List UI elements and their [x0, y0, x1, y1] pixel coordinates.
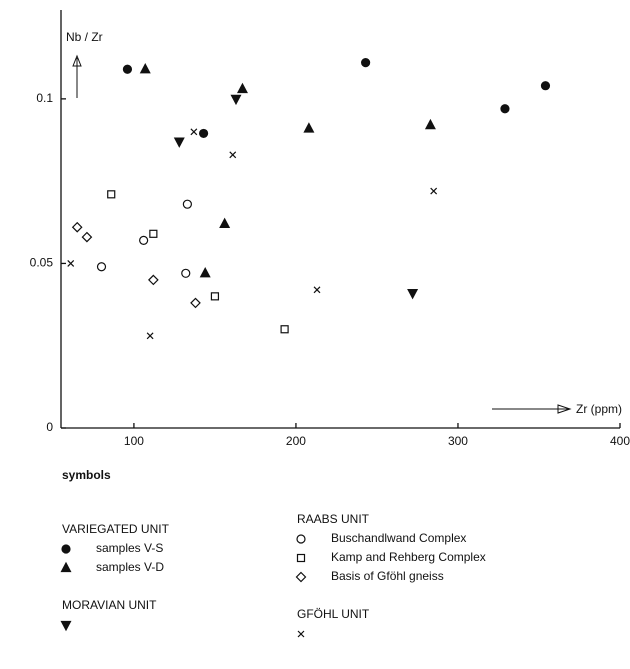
point	[190, 297, 201, 309]
legend-group-title: VARIEGATED UNIT	[62, 522, 170, 536]
point	[190, 128, 198, 136]
point	[540, 81, 551, 91]
legend-group-title: GFÖHL UNIT	[297, 607, 370, 621]
point	[407, 288, 419, 300]
x-tick-label: 300	[448, 434, 468, 448]
point	[149, 229, 158, 238]
x-tick-label: 200	[286, 434, 306, 448]
legend-label: Kamp and Rehberg Complex	[331, 550, 486, 564]
point	[210, 292, 220, 301]
legend-marker	[297, 630, 305, 638]
point	[107, 190, 116, 199]
legend-label: Buschandlwand Complex	[331, 531, 466, 545]
point	[230, 94, 242, 106]
legend-label: samples V-S	[96, 541, 163, 555]
point	[181, 268, 191, 278]
y-tick-label: 0.1	[36, 91, 53, 105]
y-arrow	[72, 54, 82, 98]
x-tick-label: 400	[610, 434, 630, 448]
point	[146, 332, 154, 340]
legend-group-title: MORAVIAN UNIT	[62, 598, 157, 612]
point	[313, 286, 321, 294]
legend-label: samples V-D	[96, 560, 164, 574]
x-axis-label: Zr (ppm)	[576, 402, 622, 416]
point	[361, 58, 371, 68]
x-arrow	[492, 404, 572, 414]
legend-marker	[61, 544, 71, 554]
point	[148, 274, 159, 286]
point	[199, 267, 211, 278]
point	[139, 235, 149, 245]
legend-marker	[60, 561, 72, 573]
legend-marker	[60, 620, 72, 632]
x-tick-label: 100	[124, 434, 144, 448]
y-tick-label: 0.05	[30, 256, 54, 270]
point	[96, 262, 107, 272]
point	[229, 151, 237, 159]
y-axis-label: Nb / Zr	[66, 30, 103, 44]
legend-label: Basis of Gföhl gneiss	[331, 569, 444, 583]
point	[173, 137, 185, 148]
point	[198, 128, 209, 139]
legend-marker	[296, 534, 306, 544]
point	[182, 199, 192, 209]
point	[71, 221, 83, 233]
point	[139, 62, 151, 74]
point	[236, 82, 248, 94]
point	[430, 187, 438, 195]
point	[303, 122, 315, 133]
point	[500, 104, 510, 114]
legend-marker	[295, 571, 307, 583]
y-tick-label: 0	[46, 420, 53, 434]
legend-title: symbols	[62, 468, 111, 482]
legend-marker	[296, 553, 306, 563]
legend-group-title: RAABS UNIT	[297, 512, 370, 526]
point	[280, 325, 289, 334]
point	[67, 260, 75, 267]
point	[81, 231, 93, 243]
point	[424, 118, 436, 130]
point	[122, 64, 133, 74]
point	[219, 217, 231, 229]
